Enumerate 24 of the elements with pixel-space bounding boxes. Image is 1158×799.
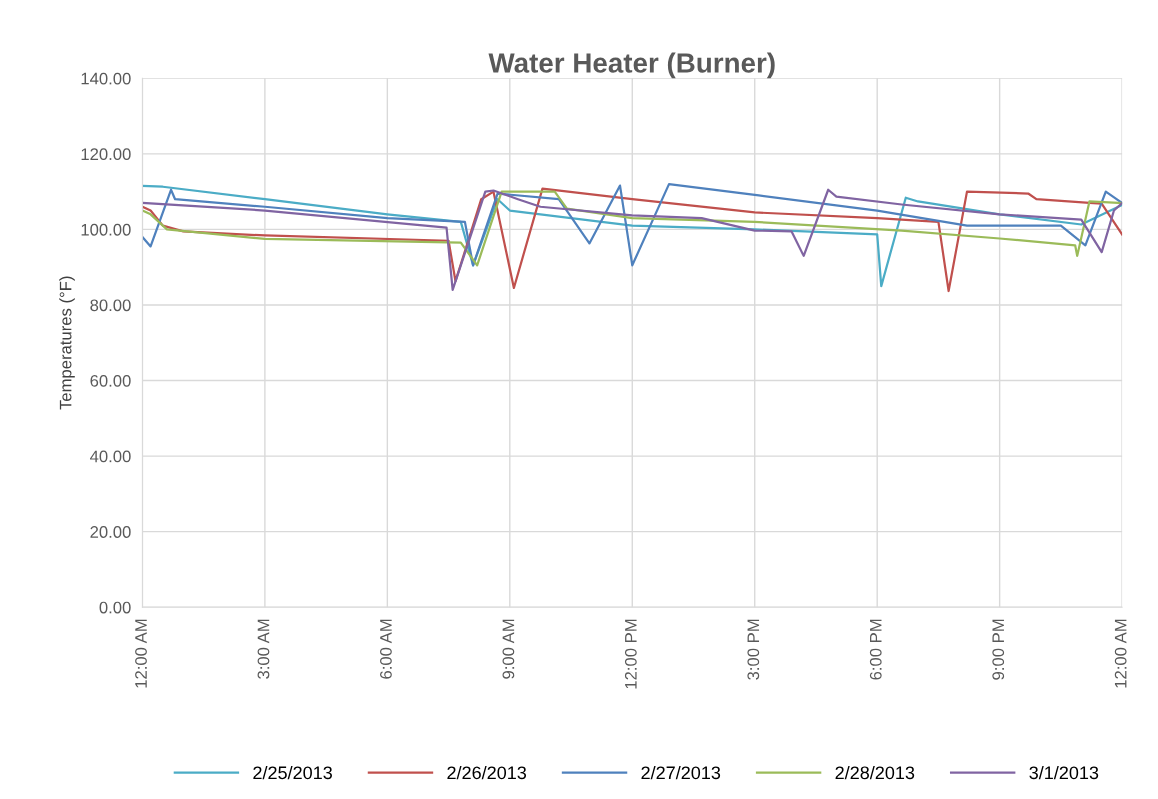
y-tick-label: 80.00: [90, 299, 131, 312]
x-tick-label: 6:00 PM: [869, 619, 882, 680]
y-tick-label: 0.00: [99, 601, 131, 614]
y-tick-label: 100.00: [81, 223, 131, 236]
legend-label: 2/27/2013: [641, 765, 721, 780]
chart-title: Water Heater (Burner): [488, 52, 775, 79]
y-tick-label: 60.00: [90, 374, 131, 387]
x-tick-label: 9:00 AM: [502, 619, 515, 679]
y-tick-label: 120.00: [81, 148, 131, 161]
legend-label: 2/28/2013: [835, 765, 915, 780]
legend-label: 2/26/2013: [447, 765, 527, 780]
x-tick-label: 3:00 AM: [257, 619, 270, 679]
legend-label: 2/25/2013: [253, 765, 332, 780]
y-axis-title: Temperatures (°F): [59, 276, 75, 410]
x-tick-label: 12:00 AM: [1114, 619, 1127, 688]
y-tick-label: 140.00: [81, 72, 131, 85]
y-tick-label: 40.00: [90, 450, 131, 463]
x-tick-label: 12:00 PM: [624, 619, 637, 689]
legend-label: 3/1/2013: [1029, 765, 1099, 780]
x-tick-label: 6:00 AM: [380, 619, 392, 679]
x-tick-label: 3:00 PM: [747, 619, 760, 680]
x-tick-label: 12:00 AM: [135, 619, 147, 688]
x-tick-label: 9:00 PM: [992, 619, 1005, 680]
y-tick-label: 20.00: [90, 526, 131, 538]
